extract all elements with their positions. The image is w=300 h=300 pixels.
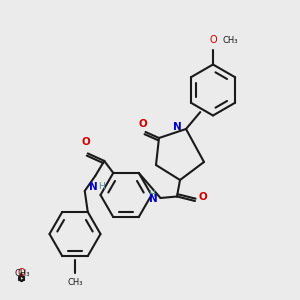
Text: CH₃: CH₃	[223, 36, 238, 45]
Text: H: H	[148, 190, 155, 199]
Text: N: N	[149, 194, 158, 204]
Text: O: O	[209, 35, 217, 45]
Text: CH₃: CH₃	[67, 278, 83, 287]
Text: N: N	[173, 122, 182, 133]
Text: O: O	[17, 268, 25, 278]
Text: N: N	[89, 182, 98, 192]
Text: O: O	[199, 191, 207, 202]
Text: CH₃: CH₃	[14, 269, 30, 278]
Text: O: O	[82, 137, 91, 147]
Text: O: O	[138, 119, 147, 129]
Text: H: H	[98, 182, 105, 191]
